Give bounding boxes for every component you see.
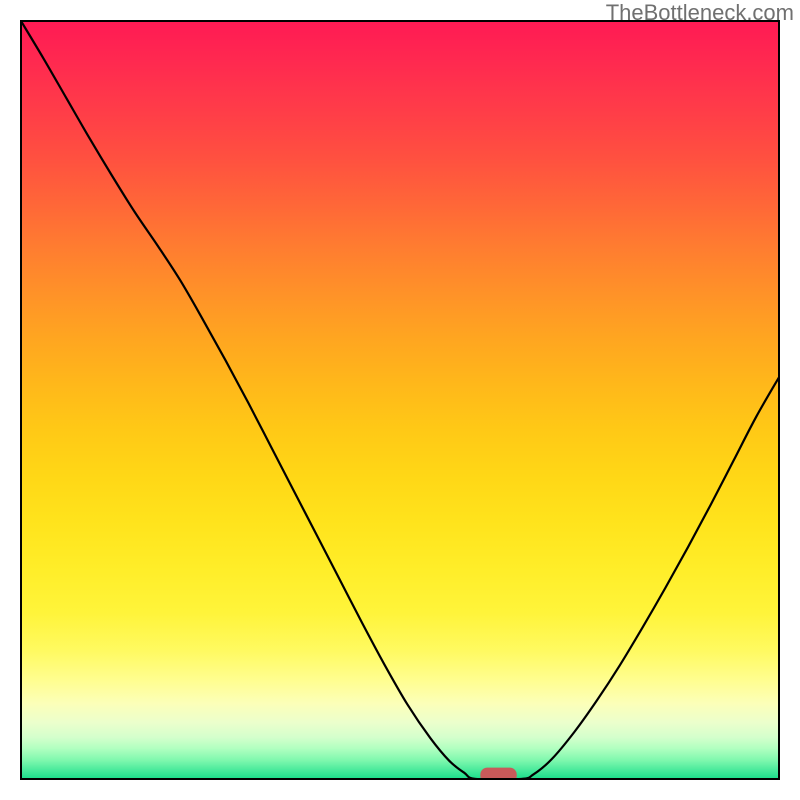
watermark-label: TheBottleneck.com [606, 0, 794, 25]
bottleneck-chart: TheBottleneck.com [0, 0, 800, 800]
optimal-marker [480, 768, 516, 783]
chart-background [21, 21, 779, 779]
